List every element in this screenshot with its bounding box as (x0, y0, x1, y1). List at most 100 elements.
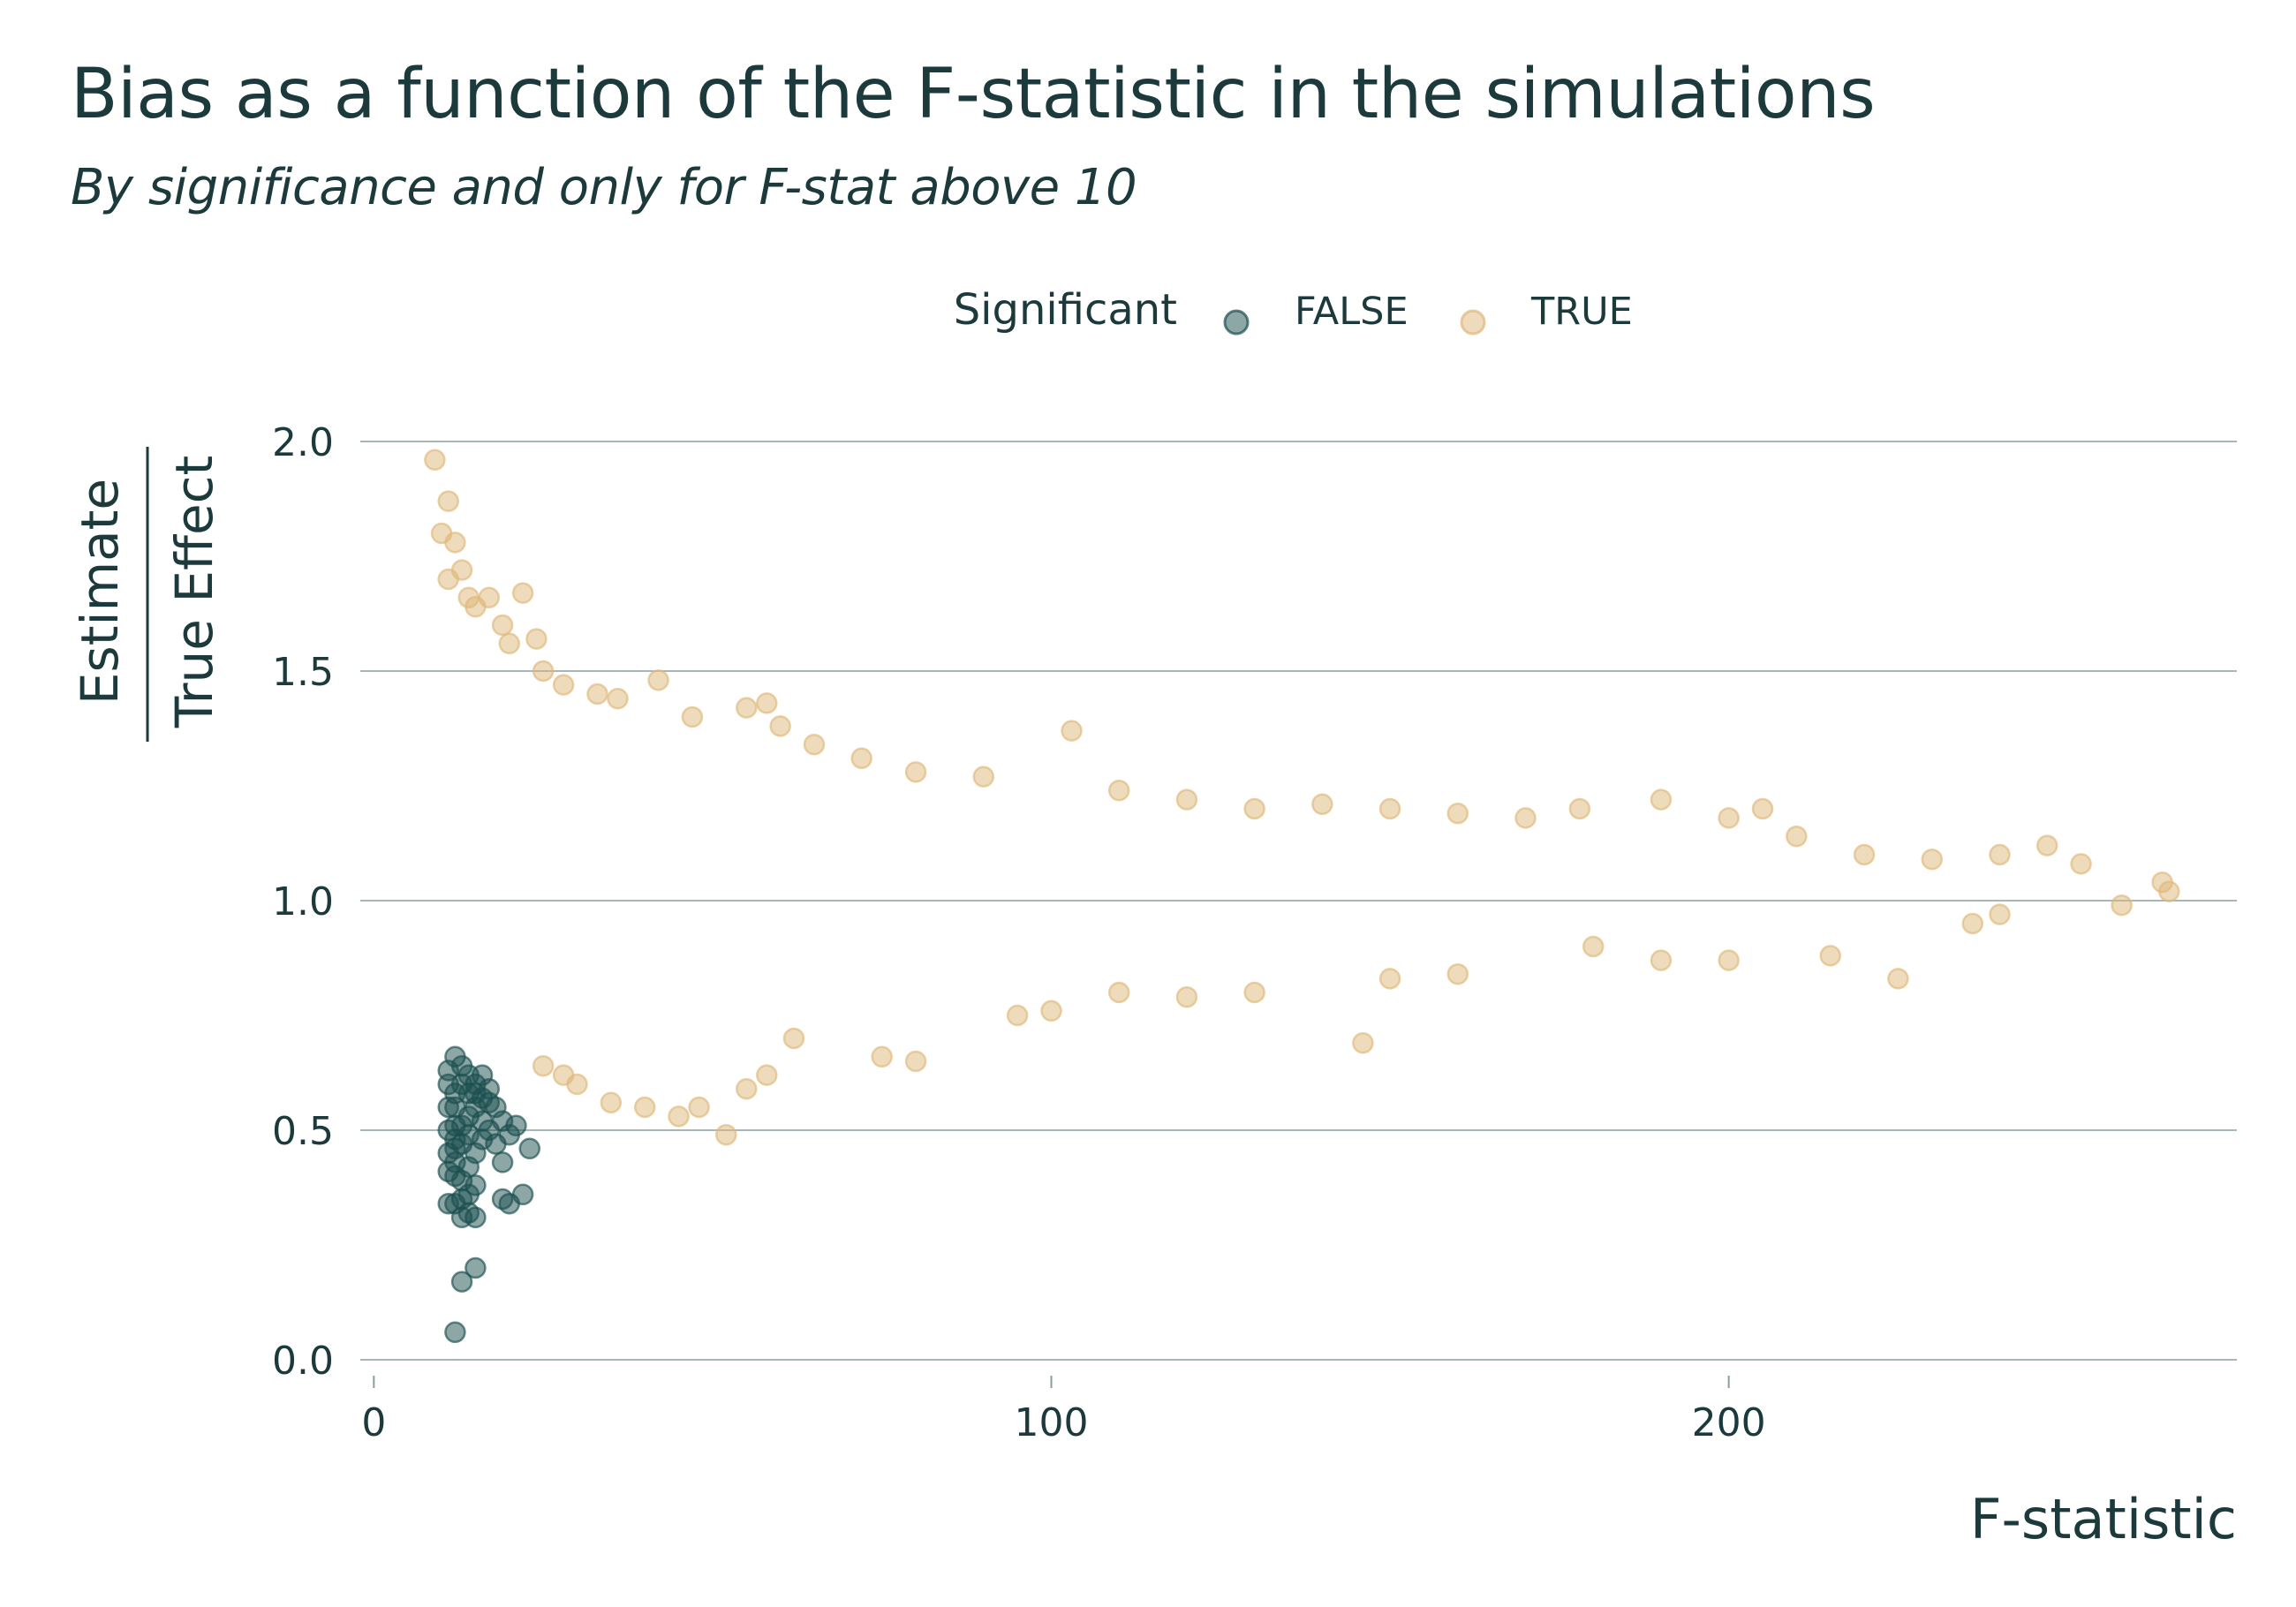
point-true (478, 586, 501, 609)
point-true (424, 449, 446, 472)
point-true (1378, 797, 1401, 820)
point-true (1107, 779, 1130, 802)
point-false (444, 1114, 466, 1137)
point-true (1961, 912, 1984, 935)
point-true (1040, 1000, 1062, 1022)
point-false (464, 1174, 487, 1196)
point-true (1887, 968, 1909, 990)
point-true (715, 1123, 737, 1146)
point-true (1446, 802, 1469, 825)
point-true (498, 632, 521, 655)
point-false (485, 1133, 507, 1155)
point-true (769, 715, 791, 737)
point-true (736, 697, 758, 719)
point-true (1514, 807, 1537, 829)
x-tick-label: 0 (361, 1400, 386, 1445)
point-true (1446, 962, 1469, 985)
point-true (444, 532, 466, 554)
point-true (1718, 807, 1740, 829)
point-true (972, 766, 995, 788)
point-true (1989, 843, 2011, 866)
y-tick-label: 1.0 (272, 879, 334, 924)
series-false-points (437, 1045, 541, 1344)
chart-title: Bias as a function of the F-statistic in… (71, 55, 1876, 134)
point-true (803, 733, 826, 756)
point-true (1107, 981, 1130, 1004)
point-true (668, 1105, 690, 1128)
y-tick-label: 0.0 (272, 1339, 334, 1384)
point-true (681, 705, 704, 728)
point-false (437, 1060, 459, 1082)
point-true (1650, 788, 1673, 811)
point-true (736, 1077, 758, 1100)
point-true (1853, 843, 1876, 866)
y-tick-label: 1.5 (272, 650, 334, 695)
legend-key-true (1460, 309, 1486, 336)
legend: Significant FALSE TRUE (954, 285, 1633, 336)
point-true (850, 747, 872, 770)
chart-subtitle: By significance and only for F-stat abov… (71, 159, 1137, 216)
point-true (437, 490, 459, 512)
legend-title: Significant (954, 285, 1177, 335)
point-true (1243, 981, 1265, 1004)
point-true (525, 628, 548, 650)
y-tick-label: 0.5 (272, 1109, 334, 1154)
point-true (2111, 894, 2133, 917)
point-true (511, 582, 534, 604)
axes: 0.0 0.5 1.0 1.5 2.0 0 100 200 (272, 420, 1766, 1445)
gridlines (360, 441, 2237, 1361)
y-axis-title: Estimate True Effect (70, 447, 224, 742)
point-true (1175, 788, 1198, 811)
point-true (782, 1027, 805, 1050)
point-true (607, 687, 629, 710)
point-true (647, 669, 669, 691)
point-false (491, 1151, 514, 1173)
legend-label-false: FALSE (1295, 290, 1409, 334)
point-false (437, 1160, 459, 1183)
point-true (600, 1091, 623, 1114)
y-tick-label: 2.0 (272, 420, 334, 465)
point-false (478, 1077, 501, 1100)
point-true (756, 1064, 778, 1086)
point-true (1989, 903, 2011, 925)
point-true (1243, 797, 1265, 820)
x-axis-title: F-statistic (1970, 1487, 2237, 1551)
point-true (2070, 853, 2092, 875)
series-true-points (424, 449, 2180, 1146)
x-tick-label: 200 (1692, 1400, 1766, 1445)
point-true (532, 1054, 555, 1077)
point-false (464, 1206, 487, 1229)
x-tick-label: 100 (1014, 1400, 1088, 1445)
point-false (464, 1142, 487, 1165)
point-true (2158, 880, 2180, 902)
point-true (633, 1096, 656, 1119)
legend-key-false (1223, 309, 1250, 336)
point-true (552, 674, 575, 696)
point-false (450, 1271, 473, 1293)
point-true (1061, 720, 1083, 742)
point-false (450, 1188, 473, 1211)
point-true (2035, 834, 2058, 856)
point-true (586, 683, 608, 705)
point-false (491, 1188, 514, 1211)
point-true (450, 559, 473, 581)
point-false (518, 1137, 541, 1160)
point-true (1568, 797, 1591, 820)
point-true (1921, 848, 1944, 871)
point-true (552, 1064, 575, 1086)
point-true (756, 692, 778, 714)
point-true (1718, 949, 1740, 971)
y-axis-title-numerator: Estimate (70, 479, 130, 705)
point-true (871, 1045, 893, 1068)
point-true (532, 660, 555, 683)
point-true (904, 761, 927, 783)
point-true (1650, 949, 1673, 971)
legend-label-true: TRUE (1530, 290, 1633, 334)
point-true (491, 614, 514, 637)
point-true (1751, 797, 1774, 820)
point-true (1786, 825, 1808, 848)
point-true (1582, 935, 1605, 958)
y-axis-title-denominator: True Effect (164, 456, 224, 729)
point-true (1006, 1004, 1029, 1027)
point-true (1175, 985, 1198, 1008)
